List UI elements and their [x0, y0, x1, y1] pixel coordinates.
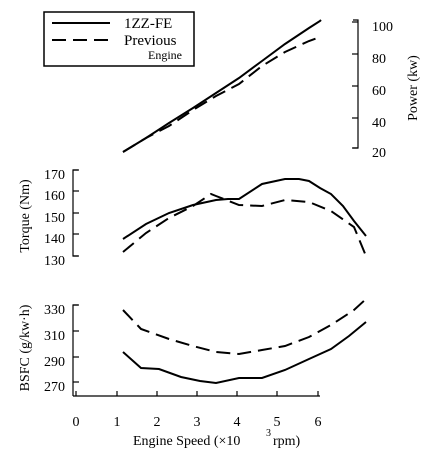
bsfc-y-tick-label: 290: [44, 355, 65, 370]
power-y-tick-label: 100: [372, 20, 393, 35]
x-tick-label: 0: [73, 415, 80, 430]
torque-y-tick-labels: 170 160 150 140 130: [44, 168, 65, 269]
torque-y-ticks: [73, 169, 79, 257]
x-axis-label-unit: rpm): [273, 434, 301, 449]
torque-y-tick-label: 140: [44, 232, 65, 247]
legend-box: [43, 11, 195, 67]
bsfc-line-1zz-fe: [122, 321, 367, 385]
bsfc-axis-label: BSFC (g/kw·h): [18, 304, 33, 391]
bsfc-line-previous-engine: [122, 298, 367, 356]
bsfc-y-tick-label: 270: [44, 380, 65, 395]
x-axis-label-superscript: 3: [266, 428, 271, 439]
x-tick-label: 4: [234, 415, 241, 430]
x-tick-label: 3: [194, 415, 201, 430]
power-y-ticks: [352, 21, 358, 149]
torque-y-tick-label: 130: [44, 254, 65, 269]
torque-axis-label: Torque (Nm): [18, 179, 33, 253]
bsfc-y-tick-label: 330: [44, 303, 65, 318]
x-ticks: [75, 391, 319, 396]
power-line-1zz-fe: [122, 19, 322, 153]
power-axis-label: Power (kw): [406, 55, 421, 121]
x-axis-label: Engine Speed (×10: [133, 434, 240, 449]
bsfc-y-tick-labels: 330 310 290 270: [44, 303, 65, 395]
legend-label-engine: Engine: [148, 48, 182, 62]
x-tick-label: 5: [274, 415, 281, 430]
chart-legend: 1ZZ-FE Previous Engine: [43, 11, 195, 67]
power-y-tick-label: 20: [372, 146, 386, 161]
power-y-tick-label: 80: [372, 52, 386, 67]
legend-label-1zz-fe: 1ZZ-FE: [124, 16, 172, 32]
torque-y-tick-label: 150: [44, 211, 65, 226]
power-y-tick-label: 60: [372, 84, 386, 99]
x-tick-label: 1: [114, 415, 121, 430]
torque-panel: 170 160 150 140 130 Torque (Nm): [18, 168, 367, 269]
bsfc-y-tick-label: 310: [44, 329, 65, 344]
bsfc-panel: 330 310 290 270 BSFC (g/kw·h): [18, 298, 367, 396]
bsfc-y-ticks: [73, 304, 79, 383]
torque-y-tick-label: 170: [44, 168, 65, 183]
x-tick-labels: 0 1 2 3 4 5 6: [73, 415, 322, 430]
x-tick-label: 2: [154, 415, 161, 430]
torque-y-tick-label: 160: [44, 189, 65, 204]
power-axis-line: [353, 19, 359, 149]
power-panel: 100 80 60 40 20 Power (kw): [122, 19, 421, 161]
torque-line-previous-engine: [122, 192, 367, 257]
legend-label-previous: Previous: [124, 33, 177, 49]
power-y-tick-label: 40: [372, 116, 386, 131]
x-axis: 0 1 2 3 4 5 6 Engine Speed (×10 3 rpm): [73, 391, 322, 449]
power-y-tick-labels: 100 80 60 40 20: [372, 20, 393, 161]
torque-line-1zz-fe: [122, 178, 367, 240]
x-tick-label: 6: [315, 415, 322, 430]
